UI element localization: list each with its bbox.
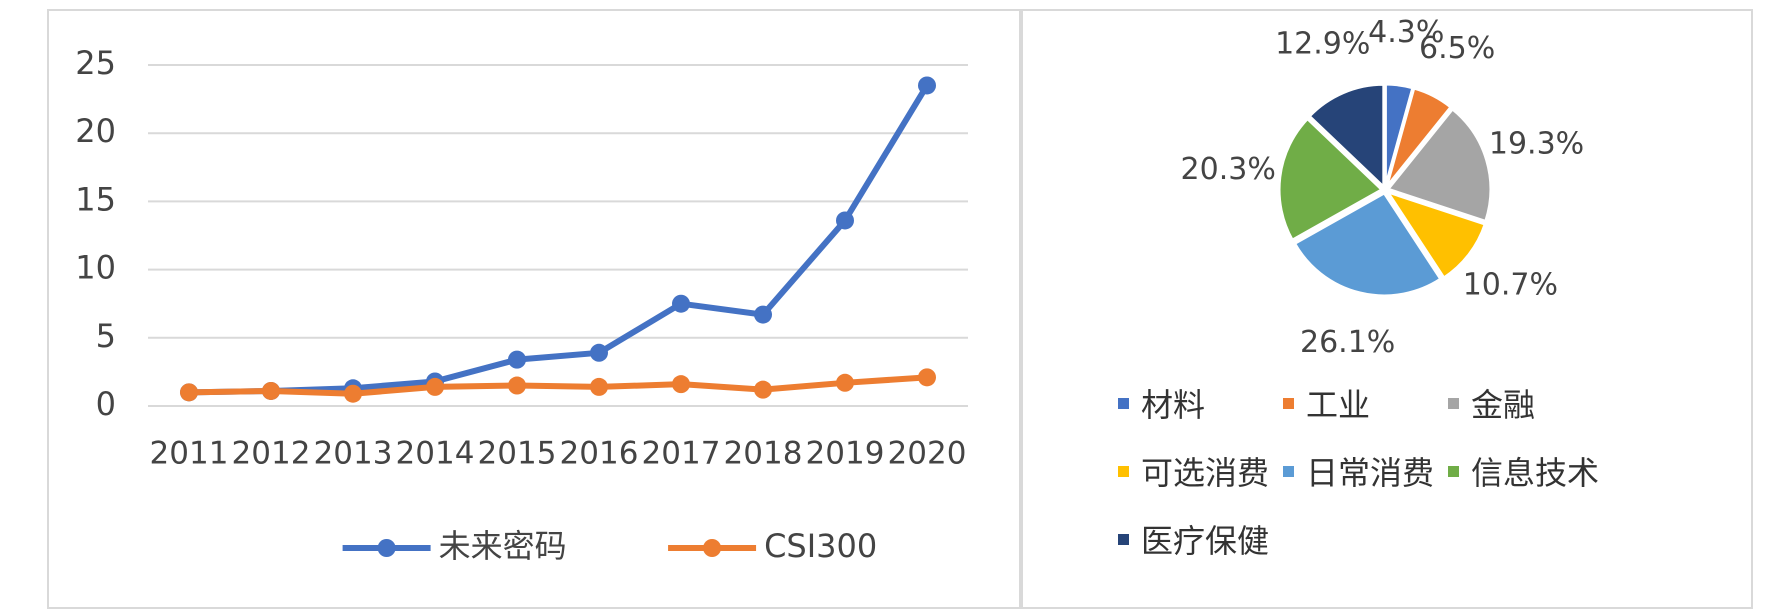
series-line — [188, 83, 930, 396]
legend-item: 工业 — [1283, 380, 1434, 426]
x-tick-label: 2012 — [232, 436, 311, 472]
slice-label: 12.9% — [1275, 26, 1370, 61]
legend-swatch — [1448, 397, 1460, 409]
legend-item: 信息技术 — [1448, 448, 1599, 494]
legend-swatch — [1118, 465, 1129, 477]
point-marker — [262, 381, 280, 400]
x-tick-label: 2016 — [560, 436, 639, 472]
point-marker — [918, 368, 936, 387]
point-marker — [508, 350, 526, 369]
legend-marker — [377, 539, 396, 557]
legend-label: 医疗保健 — [1141, 522, 1270, 560]
point-marker — [590, 377, 608, 396]
y-tick-label: 5 — [96, 317, 116, 355]
x-tick-label: 2018 — [724, 436, 803, 472]
point-marker — [590, 343, 608, 362]
legend-swatch — [1118, 397, 1129, 409]
pie-slice — [1292, 190, 1443, 298]
legend-marker — [703, 539, 722, 557]
pie-slice — [1277, 116, 1385, 243]
slice-label: 26.1% — [1300, 325, 1395, 360]
slice-label: 20.3% — [1181, 152, 1276, 187]
legend-label: 可选消费 — [1141, 454, 1270, 492]
x-tick-label: 2013 — [314, 436, 393, 472]
x-tick-label: 2011 — [150, 436, 229, 472]
point-marker — [836, 211, 854, 230]
x-tick-label: 2020 — [888, 436, 967, 472]
pie-legend: 材料 工业 金融可选消费 日常消费 信息技术医疗保健 — [1118, 380, 1599, 562]
point-marker — [180, 383, 198, 402]
legend-item: 可选消费 — [1118, 448, 1269, 494]
legend-label: 信息技术 — [1471, 454, 1600, 492]
x-tick-label: 2015 — [478, 436, 557, 472]
left-panel — [47, 9, 1021, 609]
legend-swatch — [1283, 397, 1295, 409]
pie-slice — [1307, 82, 1386, 191]
point-marker — [836, 373, 854, 392]
legend-label: 未来密码 — [439, 527, 567, 565]
legend-label: 金融 — [1471, 386, 1536, 424]
right-panel — [1021, 9, 1753, 609]
slice-label: 6.5% — [1419, 31, 1495, 66]
slice-label: 19.3% — [1489, 127, 1584, 162]
point-marker — [508, 376, 526, 395]
slice-label: 4.3% — [1368, 15, 1444, 50]
pie-slice — [1385, 106, 1493, 224]
legend-label: 工业 — [1306, 386, 1371, 424]
point-marker — [426, 377, 444, 396]
legend-item: 金融 — [1448, 380, 1599, 426]
x-tick-label: 2019 — [806, 436, 885, 472]
legend-item: 日常消费 — [1283, 448, 1434, 494]
legend-swatch — [1283, 465, 1295, 477]
point-marker — [672, 294, 690, 313]
legend-item: 材料 — [1118, 380, 1269, 426]
y-tick-label: 20 — [75, 112, 116, 150]
x-tick-label: 2014 — [396, 436, 475, 472]
y-tick-label: 10 — [75, 249, 116, 287]
y-tick-label: 15 — [75, 180, 116, 218]
pie-slice — [1383, 189, 1488, 281]
legend-swatch — [1448, 465, 1460, 477]
legend-label: CSI300 — [764, 527, 877, 565]
slice-label: 10.7% — [1463, 268, 1558, 303]
point-marker — [754, 305, 772, 324]
point-marker — [918, 76, 936, 95]
point-marker — [672, 375, 690, 394]
legend-label: 材料 — [1141, 386, 1206, 424]
point-marker — [754, 380, 772, 399]
pie-slice — [1384, 86, 1454, 189]
legend-item: 医疗保健 — [1118, 516, 1269, 562]
legend-label: 日常消费 — [1306, 454, 1435, 492]
x-tick-label: 2017 — [642, 436, 721, 472]
legend-swatch — [1118, 533, 1129, 545]
series-line — [188, 374, 928, 397]
y-tick-label: 0 — [96, 385, 116, 423]
y-tick-label: 25 — [75, 44, 116, 82]
point-marker — [344, 384, 362, 403]
